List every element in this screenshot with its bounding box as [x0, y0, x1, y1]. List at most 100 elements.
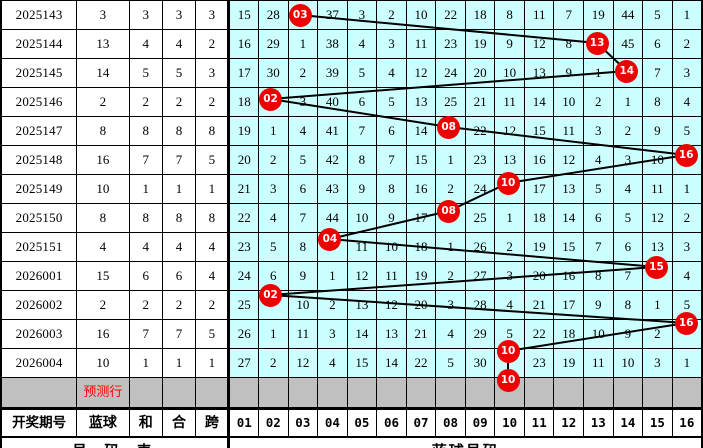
number-cell: 12 [376, 290, 407, 320]
number-cell: 10 [287, 290, 319, 320]
number-cell: 1 [671, 174, 703, 204]
issue-cell: 2025143 [0, 0, 78, 30]
number-cell: 5 [346, 58, 378, 88]
number-cell: 20 [405, 290, 437, 320]
table-row: 2026004 10 1 1 1 27 2 12 4 15 14 22 5 30 23 19 11 10 3 1 [0, 348, 703, 378]
number-cell: 24 [228, 261, 260, 291]
number-cell: 10 [376, 232, 407, 262]
prediction-number-cell [464, 377, 496, 409]
number-cell: 11 [346, 232, 378, 262]
combo-cell: 8 [161, 203, 197, 233]
sum-cell: 7 [128, 319, 163, 349]
prediction-number-cell [287, 377, 319, 409]
number-cell: 29 [464, 319, 496, 349]
number-cell: 21 [464, 87, 496, 117]
blue-ball-cell: 15 [76, 261, 130, 291]
number-cell: 14 [346, 319, 378, 349]
number-cell: 2 [583, 87, 614, 117]
number-cell: 18 [464, 0, 496, 30]
number-cell: 19 [228, 116, 260, 146]
prediction-number-cell [553, 377, 585, 409]
number-cell: 17 [405, 203, 437, 233]
number-cell [642, 261, 673, 291]
number-cell: 1 [435, 232, 466, 262]
number-cell: 1 [258, 116, 289, 146]
number-cell: 1 [671, 0, 703, 30]
prediction-number-cell [523, 377, 555, 409]
number-cell: 11 [376, 261, 407, 291]
number-cell: 11 [553, 116, 585, 146]
combo-cell: 4 [161, 29, 197, 59]
header-number-07: 07 [405, 407, 437, 438]
number-cell: 4 [287, 116, 319, 146]
number-cell: 26 [228, 319, 260, 349]
combo-cell: 2 [161, 87, 197, 117]
prediction-number-cell [435, 377, 466, 409]
number-cell: 28 [464, 290, 496, 320]
number-cell: 22 [464, 116, 496, 146]
table-row: 2025146 2 2 2 2 18 3 40 6 5 13 25 21 11 14 10 2 1 8 4 [0, 87, 703, 117]
number-cell: 6 [346, 87, 378, 117]
number-cell: 10 [642, 145, 673, 175]
footer-row: 号 码 表蓝球号码 [0, 436, 703, 448]
number-cell: 14 [553, 203, 585, 233]
sum-cell: 1 [128, 348, 163, 378]
number-cell: 5 [435, 348, 466, 378]
number-cell: 6 [376, 116, 407, 146]
number-cell: 25 [464, 203, 496, 233]
number-cell: 6 [287, 174, 319, 204]
span-cell: 3 [195, 0, 231, 30]
number-cell: 8 [553, 29, 585, 59]
number-cell: 6 [258, 261, 289, 291]
number-cell: 5 [671, 116, 703, 146]
number-cell: 8 [583, 261, 614, 291]
combo-cell: 1 [161, 348, 197, 378]
number-cell [494, 348, 525, 378]
sum-cell: 8 [128, 116, 163, 146]
header-number-06: 06 [376, 407, 407, 438]
number-cell: 7 [553, 0, 585, 30]
number-cell: 1 [642, 290, 673, 320]
number-cell: 10 [583, 319, 614, 349]
number-cell: 7 [287, 203, 319, 233]
number-cell: 5 [612, 203, 644, 233]
number-cell: 22 [435, 0, 466, 30]
number-cell: 7 [346, 116, 378, 146]
number-cell: 20 [228, 145, 260, 175]
footer-right-label: 蓝球号码 [228, 436, 703, 448]
number-cell [583, 29, 614, 59]
span-cell: 5 [195, 319, 231, 349]
number-cell: 30 [258, 58, 289, 88]
number-cell: 23 [523, 348, 555, 378]
number-cell: 38 [317, 29, 348, 59]
number-cell: 16 [405, 174, 437, 204]
prediction-number-cell [671, 377, 703, 409]
blue-ball-cell: 2 [76, 87, 130, 117]
number-cell: 12 [287, 348, 319, 378]
number-cell: 15 [553, 232, 585, 262]
number-cell: 45 [612, 29, 644, 59]
number-cell: 25 [435, 87, 466, 117]
number-cell: 10 [346, 203, 378, 233]
number-cell: 2 [435, 174, 466, 204]
span-cell: 5 [195, 145, 231, 175]
number-cell: 23 [464, 145, 496, 175]
combo-cell: 6 [161, 261, 197, 291]
number-cell: 8 [612, 290, 644, 320]
span-cell: 2 [195, 29, 231, 59]
number-cell [287, 0, 319, 30]
sum-cell: 3 [128, 0, 163, 30]
number-cell: 6 [612, 232, 644, 262]
number-cell: 9 [553, 58, 585, 88]
prediction-number-cell [376, 377, 407, 409]
number-cell: 44 [612, 0, 644, 30]
number-cell: 2 [258, 348, 289, 378]
prediction-number-cell [583, 377, 614, 409]
number-cell: 22 [523, 319, 555, 349]
blue-ball-cell: 13 [76, 29, 130, 59]
header-number-13: 13 [583, 407, 614, 438]
number-cell: 10 [494, 58, 525, 88]
number-cell: 19 [553, 348, 585, 378]
table-row: 2026001 15 6 6 4 24 6 9 1 12 11 19 2 27 3 20 16 8 7 4 [0, 261, 703, 291]
